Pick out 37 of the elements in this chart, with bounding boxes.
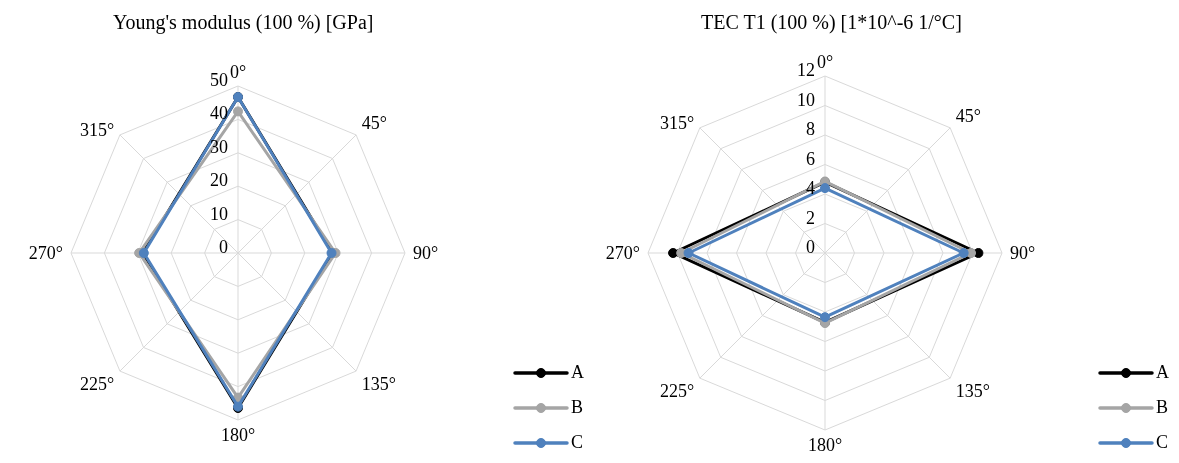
legend-label: B [571, 397, 584, 418]
spoke-label: 0° [229, 62, 247, 82]
spoke-label: 135° [361, 373, 396, 394]
y-tick-label: 8 [806, 119, 815, 139]
y-tick-label: 30 [210, 136, 228, 157]
y-tick-label: 4 [806, 178, 815, 198]
spoke-label: 315° [80, 119, 115, 140]
spoke-label: 270° [28, 243, 63, 264]
spoke-label: 45° [361, 113, 387, 134]
chart-title: TEC T1 (100 %) [1*10^-6 1/°C] [700, 10, 963, 36]
spoke-label: 180° [220, 424, 256, 445]
legend-label: A [1156, 362, 1169, 383]
spoke-label: 315° [659, 112, 695, 133]
y-tick-label: 50 [210, 70, 228, 90]
y-tick-label: 6 [806, 148, 815, 169]
y-tick-label: 0 [219, 237, 228, 257]
chart-title: Young's modulus (100 %) [GPa] [112, 10, 375, 36]
y-tick-label: 2 [806, 207, 815, 228]
spoke-label: 135° [955, 380, 991, 401]
legend-label: C [571, 432, 584, 453]
spoke-label: 45° [955, 106, 982, 127]
spoke-label: 90° [1010, 243, 1036, 264]
spoke-label: 90° [413, 243, 439, 264]
y-tick-label: 12 [797, 60, 815, 80]
y-tick-label: 0 [806, 237, 815, 257]
legend-label: A [571, 362, 584, 383]
spoke-label: 225° [80, 373, 115, 394]
legend-label: C [1156, 432, 1169, 453]
y-tick-label: 20 [210, 170, 228, 191]
y-tick-label: 10 [797, 89, 815, 110]
y-tick-label: 10 [210, 203, 228, 224]
spoke-label: 180° [807, 434, 843, 455]
legend-label: B [1156, 397, 1169, 418]
spoke-label: 270° [605, 243, 640, 264]
y-tick-label: 40 [210, 103, 228, 124]
spoke-label: 0° [816, 52, 834, 72]
spoke-label: 225° [659, 380, 695, 401]
